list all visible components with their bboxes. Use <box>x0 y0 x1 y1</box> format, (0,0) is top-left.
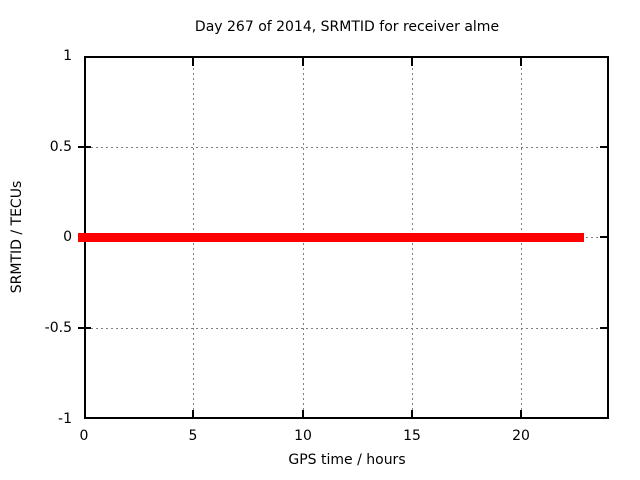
tick-right--0.5 <box>600 327 607 329</box>
ytick-label--1: -1 <box>58 411 72 427</box>
tick-bottom-5 <box>192 410 194 418</box>
tick-bottom-20 <box>520 410 522 418</box>
tick-right-0 <box>600 236 607 238</box>
xtick-label-15: 15 <box>403 428 421 444</box>
ytick-label-1: 1 <box>63 48 72 64</box>
xtick-label-20: 20 <box>512 428 530 444</box>
xtick-label-0: 0 <box>79 428 89 444</box>
tick-left-0.5 <box>78 146 91 148</box>
ytick-label--0.5: -0.5 <box>44 320 72 336</box>
gridline-y-0.5 <box>86 147 607 148</box>
ytick-label-0.5: 0.5 <box>49 139 72 155</box>
tick-right-0.5 <box>600 146 607 148</box>
tick-top-5 <box>192 58 194 66</box>
tick-top-15 <box>411 58 413 66</box>
data-series-srmtid-line <box>78 233 584 242</box>
chart-title: Day 267 of 2014, SRMTID for receiver alm… <box>194 19 500 35</box>
tick-bottom-15 <box>411 410 413 418</box>
xtick-label-10: 10 <box>294 428 312 444</box>
tick-bottom-10 <box>302 410 304 418</box>
tick-left--0.5 <box>78 327 91 329</box>
tick-top-20 <box>520 58 522 66</box>
gridline-y--0.5 <box>86 328 607 329</box>
xtick-label-5: 5 <box>188 428 198 444</box>
x-axis-label: GPS time / hours <box>288 452 406 468</box>
ytick-label-0: 0 <box>63 229 72 245</box>
tick-top-10 <box>302 58 304 66</box>
